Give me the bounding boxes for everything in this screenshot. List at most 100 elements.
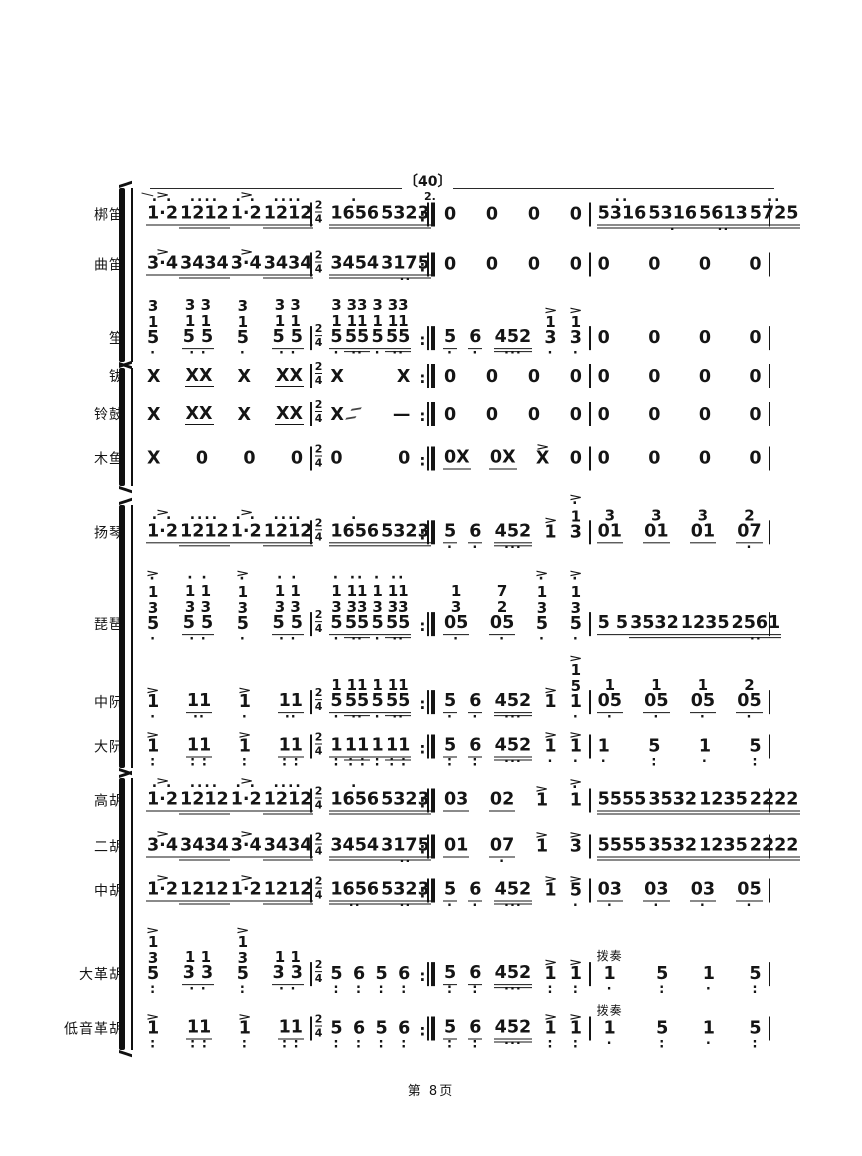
note-main: 1 <box>603 1018 616 1039</box>
note-main-wrap: 05 <box>689 693 717 713</box>
time-sig-denominator: 4 <box>314 455 323 469</box>
system-line <box>131 188 133 362</box>
barline <box>310 364 312 388</box>
note-main-wrap: 3·4 <box>146 837 180 857</box>
barline <box>768 252 771 276</box>
repeat-thick-bar <box>430 446 435 470</box>
note-main: 452 <box>493 1017 533 1042</box>
note-main: 1 <box>569 736 582 757</box>
note-main-wrap: 0 <box>748 404 762 426</box>
barline <box>310 252 312 276</box>
octave-dots-below <box>196 425 202 436</box>
note-main: 5725 <box>748 203 800 228</box>
note-main-wrap: 5 <box>370 693 385 713</box>
note-main-wrap: 55 <box>343 693 371 716</box>
note-cell: 3532 <box>647 791 699 823</box>
chord-note: 3 3 <box>274 598 301 617</box>
octave-dots-above: · <box>572 571 580 588</box>
octave-dots-below <box>447 275 453 286</box>
percussion-note: X <box>329 406 362 437</box>
measure: · 1 3 5 · ·· 11 33 55 ·· · 1 3 5 · ·· 11 33 55 ·· <box>323 570 417 646</box>
note-main: 1656 <box>329 789 381 814</box>
octave-dots-below: : : <box>281 1036 300 1051</box>
barline <box>588 612 591 636</box>
measure: >1:11: : >1:11: : <box>140 730 310 768</box>
pizzicato-annotation: 拨奏 <box>596 949 623 964</box>
note-main: 6 <box>468 327 483 349</box>
note-main: 1·2 <box>229 879 263 901</box>
note-cell: >1 · <box>543 729 558 768</box>
note-main-wrap: 01 <box>596 523 623 543</box>
octave-dots-above: · <box>239 571 247 588</box>
note-main: 1·2 <box>229 203 263 225</box>
rehearsal-line <box>150 188 774 189</box>
octave-dots-below: : : <box>389 754 408 769</box>
volta-number: 2. <box>424 190 436 203</box>
note-main-wrap: 0 <box>597 406 611 426</box>
accent-mark: > <box>155 828 170 840</box>
note-main: 0 <box>749 404 762 425</box>
note-cell: 0 <box>748 330 762 361</box>
note-main: X <box>396 366 411 387</box>
note-main: 5 <box>236 614 249 635</box>
percussion-note: X <box>146 450 162 481</box>
measure: 1:11: :1:11: : <box>323 735 417 769</box>
note-cell: ···· 1212 <box>179 780 230 823</box>
note-cell: >3·4 <box>146 828 180 869</box>
note-cell: 1212 <box>262 881 314 913</box>
note-cell: >1: <box>569 958 583 996</box>
note-main-wrap: 5 <box>748 738 762 758</box>
measure: 5 · 6 · 452 ··· >1 > · 1 3 <box>437 492 589 554</box>
measure: X XX X XX <box>140 405 310 437</box>
note-main: 0 <box>749 448 762 469</box>
note-main: 11 <box>277 735 304 757</box>
note-cell: 3 1 5 · <box>370 297 385 360</box>
note-main-wrap: 1656 <box>329 523 381 546</box>
note-cell: 0 <box>569 256 583 287</box>
note-cell: 0 <box>527 406 541 437</box>
note-cell: 6: <box>397 1020 411 1050</box>
note-cell: ···· 1212 <box>262 194 314 237</box>
note-main-wrap: 05 <box>488 615 516 635</box>
chord-note: 1 <box>651 676 662 695</box>
note-main-wrap: 3175 <box>380 255 431 278</box>
note-main-wrap: 3454 <box>329 255 381 278</box>
note-cell: 0 <box>698 330 712 361</box>
note-cell: 5323 <box>380 205 431 237</box>
note-main-wrap: 6 <box>468 965 483 985</box>
percussion-note: XX <box>184 367 214 399</box>
note-main: 1 <box>329 735 344 757</box>
time-sig-denominator: 4 <box>314 743 323 757</box>
octave-dots-below <box>160 543 166 554</box>
chord-note: 1 <box>697 676 709 695</box>
octave-dots-below <box>753 275 759 286</box>
accent-mark: > <box>239 246 254 258</box>
note-main-wrap: 11 <box>384 737 412 760</box>
chord-note: 1 <box>545 313 556 332</box>
accent-mark: > <box>543 729 558 741</box>
octave-dots-below: · <box>669 222 676 237</box>
measure: 5 5 3532 1235 2561 ·· <box>591 615 782 646</box>
pizzicato-annotation: 拨奏 <box>596 1003 623 1018</box>
time-sig-denominator: 4 <box>314 887 323 901</box>
note-cell: 0 <box>698 450 712 481</box>
measure: 5:6:5:6: <box>323 1020 417 1051</box>
time-sig-numerator: 2 <box>314 198 323 211</box>
octave-dots-above: ·· <box>349 570 365 587</box>
barline <box>768 962 771 986</box>
repeat-end-sign: : <box>419 202 435 226</box>
chord-note: 3 3 <box>184 296 212 315</box>
repeat-dots: : <box>419 967 426 985</box>
note-main: 5613 <box>698 203 749 228</box>
note-main: 1 <box>147 1018 160 1039</box>
octave-dots-below: : <box>355 1036 363 1051</box>
time-sig-denominator: 4 <box>314 411 323 425</box>
accent-mark: > <box>568 829 583 841</box>
note-cell: >1 <box>543 874 558 913</box>
octave-dots-below: · · <box>189 632 207 647</box>
octave-dots-below: · <box>572 898 579 913</box>
